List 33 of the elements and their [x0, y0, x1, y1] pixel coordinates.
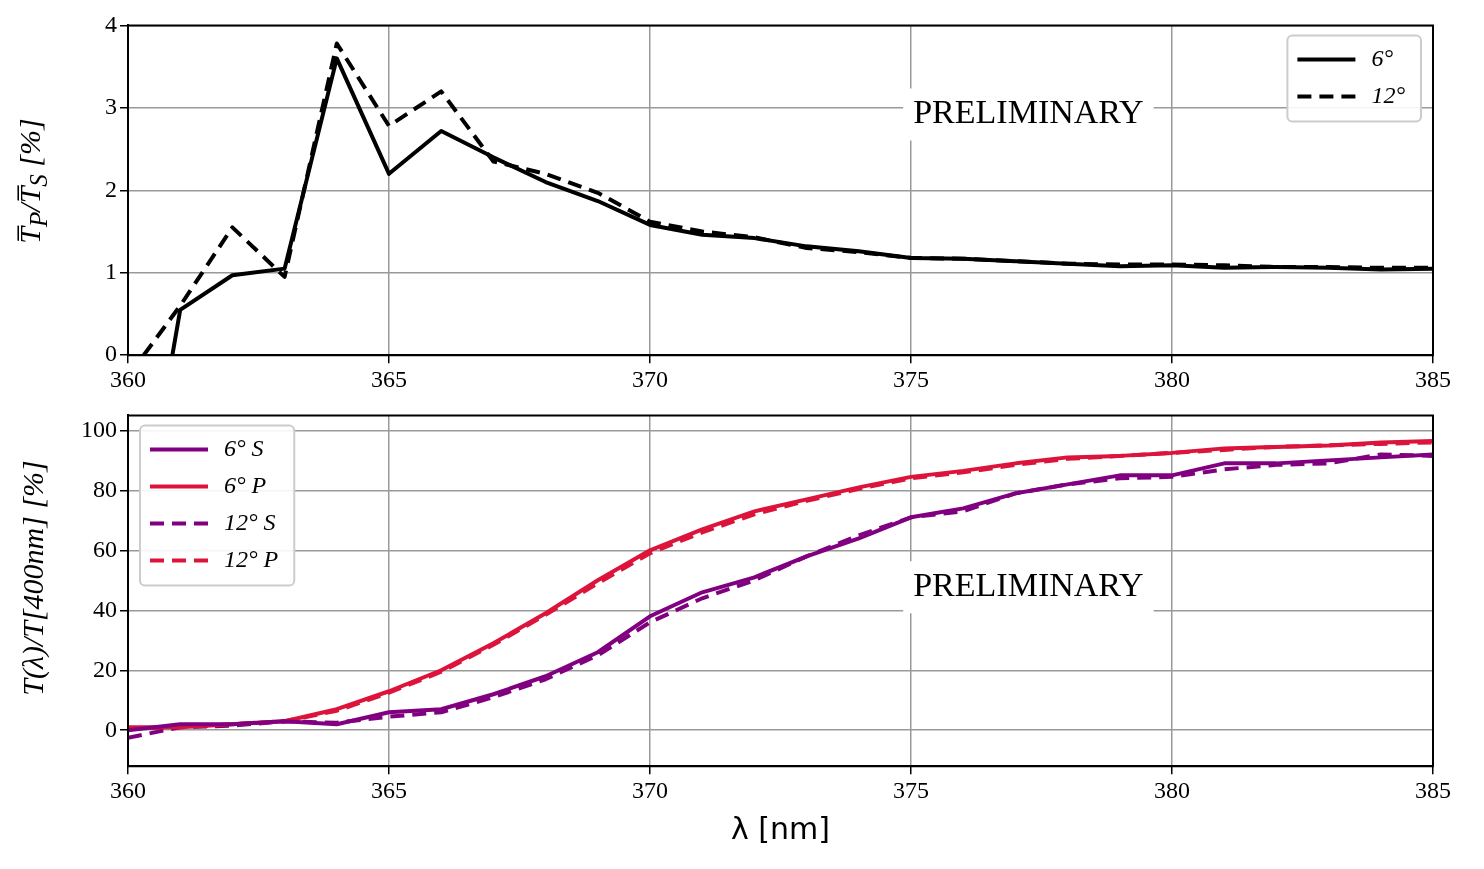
annotation: PRELIMINARY: [913, 566, 1144, 604]
legend-label: 6° P: [224, 471, 267, 498]
y-tick-label: 40: [93, 595, 117, 622]
legend-label: 6°: [1371, 44, 1394, 71]
x-axis-title: λ [nm]: [731, 810, 830, 846]
x-tick-label: 385: [1415, 776, 1451, 803]
y-tick-label: 1: [105, 258, 117, 285]
y-tick-label: 0: [105, 715, 117, 742]
y-tick-label: 3: [105, 93, 117, 120]
x-tick-label: 360: [110, 776, 146, 803]
y-tick-label: 20: [93, 655, 117, 682]
legend-label: 12° P: [224, 545, 279, 572]
legend-label: 12°: [1371, 81, 1406, 108]
y-tick-label: 2: [105, 175, 117, 202]
x-tick-label: 370: [632, 365, 668, 392]
y-tick-label: 100: [81, 415, 117, 442]
x-tick-label: 360: [110, 365, 146, 392]
x-tick-label: 385: [1415, 365, 1451, 392]
y-axis-title: T(λ)/T[400nm] [%]: [16, 460, 50, 696]
x-tick-label: 380: [1154, 776, 1190, 803]
annotation: PRELIMINARY: [913, 93, 1144, 131]
y-tick-label: 60: [93, 535, 117, 562]
y-tick-label: 0: [105, 340, 117, 367]
x-tick-label: 365: [371, 776, 407, 803]
x-tick-label: 375: [893, 365, 929, 392]
y-tick-label: 4: [105, 10, 117, 37]
x-tick-label: 375: [893, 776, 929, 803]
legend-label: 12° S: [224, 508, 276, 535]
x-tick-label: 380: [1154, 365, 1190, 392]
x-tick-label: 365: [371, 365, 407, 392]
x-tick-label: 370: [632, 776, 668, 803]
y-tick-label: 80: [93, 475, 117, 502]
legend-label: 6° S: [224, 434, 264, 461]
